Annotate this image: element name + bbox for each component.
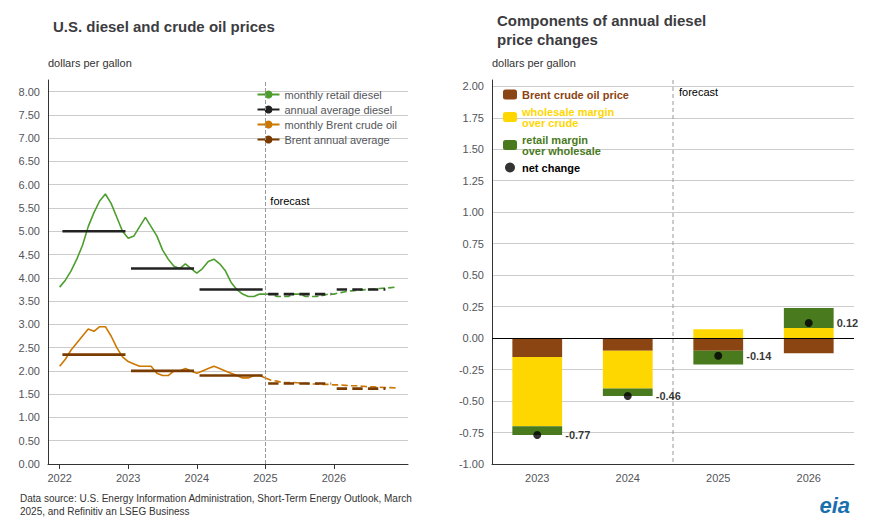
svg-text:net change: net change [522,162,580,174]
svg-text:5.00: 5.00 [19,225,40,237]
svg-text:0.75: 0.75 [463,238,484,250]
svg-text:Brent annual average: Brent annual average [285,134,390,146]
svg-text:8.00: 8.00 [19,86,40,98]
svg-text:-1.00: -1.00 [459,458,484,470]
svg-text:-0.50: -0.50 [459,395,484,407]
svg-text:1.25: 1.25 [463,175,484,187]
svg-text:wholesale margin: wholesale margin [522,105,615,118]
svg-text:4.50: 4.50 [19,249,40,261]
svg-text:2023: 2023 [525,472,549,484]
svg-text:Data source: U.S. Energy Infor: Data source: U.S. Energy Information Adm… [20,493,412,504]
svg-text:0.12: 0.12 [837,317,858,329]
svg-text:6.00: 6.00 [19,179,40,191]
svg-text:2.50: 2.50 [19,342,40,354]
svg-text:6.50: 6.50 [19,155,40,167]
svg-text:0.00: 0.00 [19,458,40,470]
svg-text:2026: 2026 [322,472,346,484]
svg-text:2025: 2025 [706,472,730,484]
svg-text:over crude: over crude [522,117,578,129]
svg-text:0.25: 0.25 [463,301,484,313]
svg-text:dollars per gallon: dollars per gallon [48,57,132,69]
svg-text:U.S. diesel and crude oil pric: U.S. diesel and crude oil prices [53,18,275,35]
svg-text:1.50: 1.50 [463,143,484,155]
svg-text:5.50: 5.50 [19,202,40,214]
svg-text:2026: 2026 [797,472,821,484]
svg-text:4.00: 4.00 [19,272,40,284]
svg-text:0.50: 0.50 [463,269,484,281]
svg-text:1.00: 1.00 [19,411,40,423]
svg-text:dollars per gallon: dollars per gallon [492,57,576,69]
svg-text:1.00: 1.00 [463,206,484,218]
svg-text:over wholesale: over wholesale [522,145,601,157]
svg-text:forecast: forecast [679,86,718,98]
svg-text:2023: 2023 [116,472,140,484]
svg-text:2.00: 2.00 [463,80,484,92]
svg-text:2024: 2024 [616,472,640,484]
svg-text:1.50: 1.50 [19,388,40,400]
svg-text:0.00: 0.00 [463,332,484,344]
svg-text:Components of annual diesel: Components of annual diesel [497,12,706,29]
svg-text:forecast: forecast [270,195,309,207]
svg-text:2024: 2024 [185,472,209,484]
svg-text:monthly retail diesel: monthly retail diesel [285,89,382,101]
svg-text:7.00: 7.00 [19,132,40,144]
svg-text:-0.77: -0.77 [565,429,590,441]
svg-text:0.50: 0.50 [19,435,40,447]
svg-text:monthly Brent crude oil: monthly Brent crude oil [285,119,398,131]
svg-text:eia: eia [819,493,850,518]
svg-text:-0.75: -0.75 [459,427,484,439]
svg-text:2025: 2025 [253,472,277,484]
svg-text:2.00: 2.00 [19,365,40,377]
svg-text:3.50: 3.50 [19,295,40,307]
svg-text:price changes: price changes [497,31,598,48]
svg-text:7.50: 7.50 [19,109,40,121]
svg-text:-0.25: -0.25 [459,364,484,376]
svg-text:3.00: 3.00 [19,318,40,330]
svg-text:2025, and Refinitiv an LSEG Bu: 2025, and Refinitiv an LSEG Business [20,506,190,517]
svg-text:annual average diesel: annual average diesel [285,104,393,116]
svg-text:Brent crude oil price: Brent crude oil price [522,89,629,101]
svg-text:retail margin: retail margin [522,133,588,146]
svg-text:-0.14: -0.14 [746,350,772,362]
svg-text:2022: 2022 [47,472,71,484]
svg-text:-0.46: -0.46 [656,390,681,402]
svg-text:1.75: 1.75 [463,112,484,124]
